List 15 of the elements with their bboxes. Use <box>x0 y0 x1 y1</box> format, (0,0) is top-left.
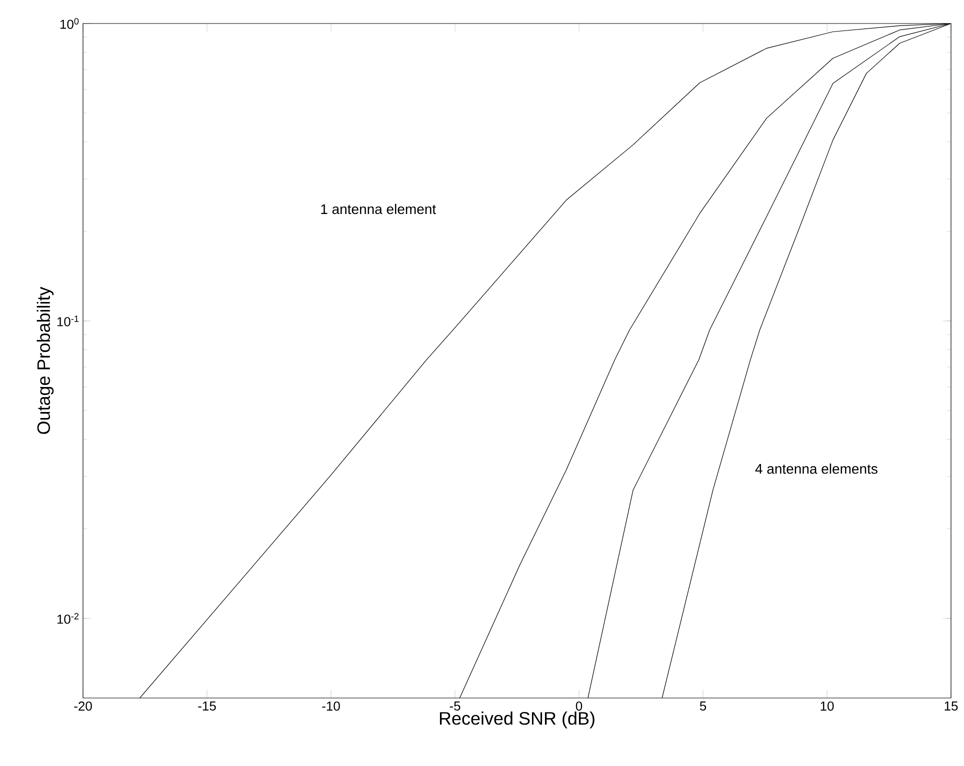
x-tick-label: 0 <box>576 702 582 711</box>
x-tick-label: 10 <box>820 702 834 711</box>
annotation: 4 antenna elements <box>755 464 878 474</box>
x-tick-label: -5 <box>450 702 460 711</box>
x-axis-title: Received SNR (dB) <box>440 712 594 728</box>
y-tick-label: 10$^{0}$ <box>60 18 79 29</box>
x-tick-label: -20 <box>74 702 92 711</box>
y-tick-label: 10$^{-2}$ <box>57 612 79 624</box>
x-tick-label: -10 <box>322 702 340 711</box>
x-tick-label: 15 <box>944 702 958 711</box>
annotation: 1 antenna element <box>321 204 436 214</box>
y-tick-label: 10$^{-1}$ <box>57 316 79 326</box>
x-tick-label: -15 <box>198 702 216 711</box>
x-tick-label: 5 <box>700 702 706 711</box>
y-axis-title: Outage Probability <box>36 286 54 434</box>
